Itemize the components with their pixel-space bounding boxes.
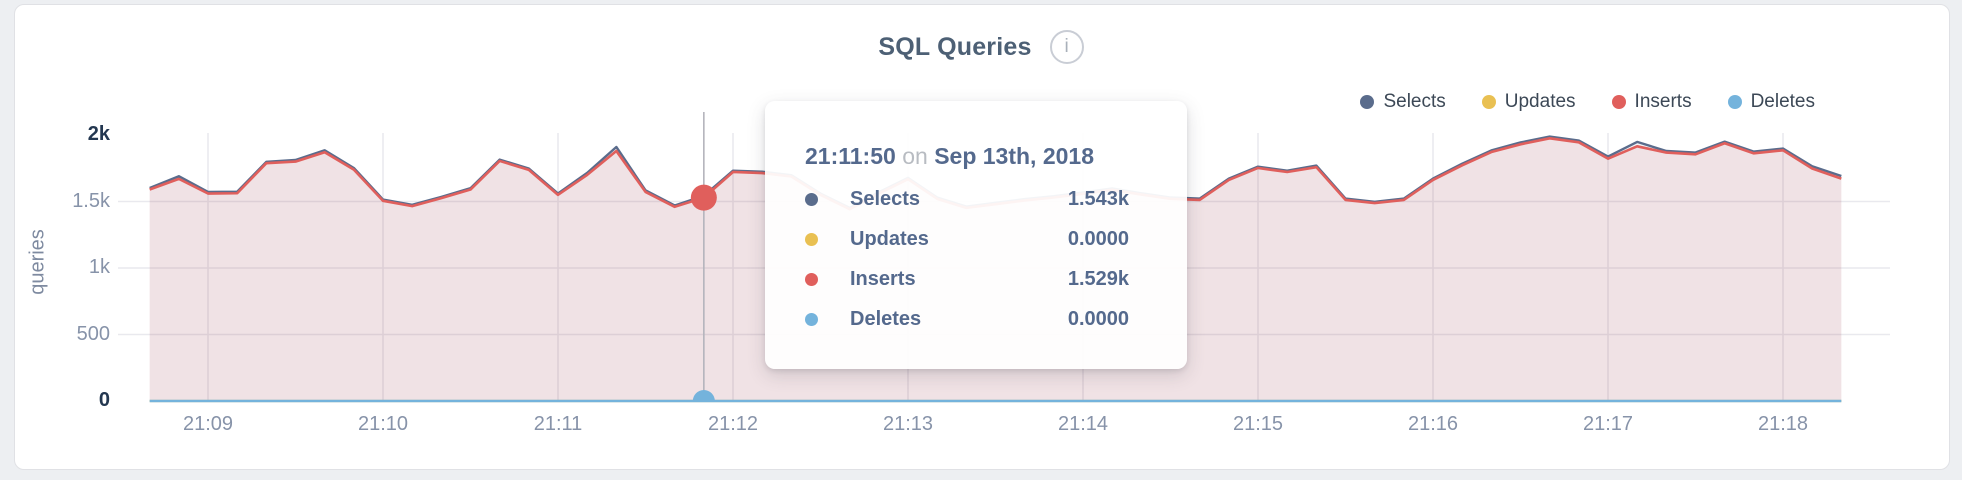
legend-item-selects[interactable]: Selects xyxy=(1360,91,1446,113)
tooltip-on-word: on xyxy=(902,143,928,169)
tooltip-dot-deletes xyxy=(805,312,818,326)
x-tick-label: 21:16 xyxy=(1407,413,1459,435)
y-tick-label: 1k xyxy=(88,256,110,278)
legend-label: Inserts xyxy=(1634,91,1692,112)
deletes-hover-point xyxy=(692,390,715,402)
legend-item-updates[interactable]: Updates xyxy=(1481,91,1576,113)
legend-item-deletes[interactable]: Deletes xyxy=(1727,91,1815,113)
y-tick-label: 0 xyxy=(98,389,110,411)
x-tick-label: 21:09 xyxy=(182,413,234,435)
tooltip-dot-selects xyxy=(805,192,818,206)
legend: Selects Updates Inserts Deletes xyxy=(1360,89,1815,115)
chart-header: SQL Queries i xyxy=(0,27,1962,67)
tooltip-row-label: Inserts xyxy=(850,267,916,290)
chart-tooltip: 21:11:50 on Sep 13th, 2018 Selects 1.543k… xyxy=(765,101,1187,369)
legend-item-inserts[interactable]: Inserts xyxy=(1611,91,1692,113)
inserts-hover-point xyxy=(690,184,717,211)
legend-dot-inserts xyxy=(1611,95,1626,109)
tooltip-dot-updates xyxy=(805,232,818,246)
tooltip-row-inserts: Inserts 1.529k xyxy=(805,259,1129,299)
y-tick-label: 1.5k xyxy=(72,189,110,212)
legend-label: Updates xyxy=(1504,91,1576,112)
tooltip-header: 21:11:50 on Sep 13th, 2018 xyxy=(805,143,1129,169)
y-tick-label: 500 xyxy=(76,322,110,345)
tooltip-time: 21:11:50 xyxy=(805,143,896,169)
tooltip-row-label: Updates xyxy=(850,227,929,250)
x-tick-label: 21:13 xyxy=(882,413,934,435)
tooltip-row-value: 1.543k xyxy=(1067,187,1129,210)
legend-label: Selects xyxy=(1383,91,1446,112)
tooltip-date: Sep 13th, 2018 xyxy=(934,143,1094,169)
x-tick-label: 21:14 xyxy=(1057,413,1109,435)
tooltip-row-value: 1.529k xyxy=(1067,267,1129,290)
legend-dot-updates xyxy=(1481,95,1496,109)
legend-dot-deletes xyxy=(1727,95,1742,109)
info-icon-glyph: i xyxy=(1064,36,1069,57)
tooltip-row-label: Selects xyxy=(850,187,921,210)
x-tick-label: 21:11 xyxy=(533,413,583,435)
tooltip-row-selects: Selects 1.543k xyxy=(805,179,1129,219)
info-icon[interactable]: i xyxy=(1049,30,1084,64)
tooltip-row-label: Deletes xyxy=(850,307,922,330)
tooltip-dot-inserts xyxy=(805,272,818,286)
tooltip-row-updates: Updates 0.0000 xyxy=(805,219,1129,259)
y-tick-label: 2k xyxy=(87,123,110,145)
x-tick-label: 21:10 xyxy=(357,413,409,435)
x-tick-label: 21:15 xyxy=(1232,413,1284,435)
tooltip-row-value: 0.0000 xyxy=(1067,307,1129,330)
tooltip-row-deletes: Deletes 0.0000 xyxy=(805,299,1129,339)
legend-label: Deletes xyxy=(1750,91,1815,112)
legend-dot-selects xyxy=(1360,95,1375,109)
chart-title: SQL Queries xyxy=(878,32,1032,61)
tooltip-row-value: 0.0000 xyxy=(1067,227,1129,250)
x-tick-label: 21:12 xyxy=(707,413,759,435)
x-tick-label: 21:18 xyxy=(1757,413,1809,435)
tooltip-rows: Selects 1.543k Updates 0.0000 Inserts 1.529k D… xyxy=(805,179,1129,339)
x-tick-label: 21:17 xyxy=(1582,413,1634,435)
